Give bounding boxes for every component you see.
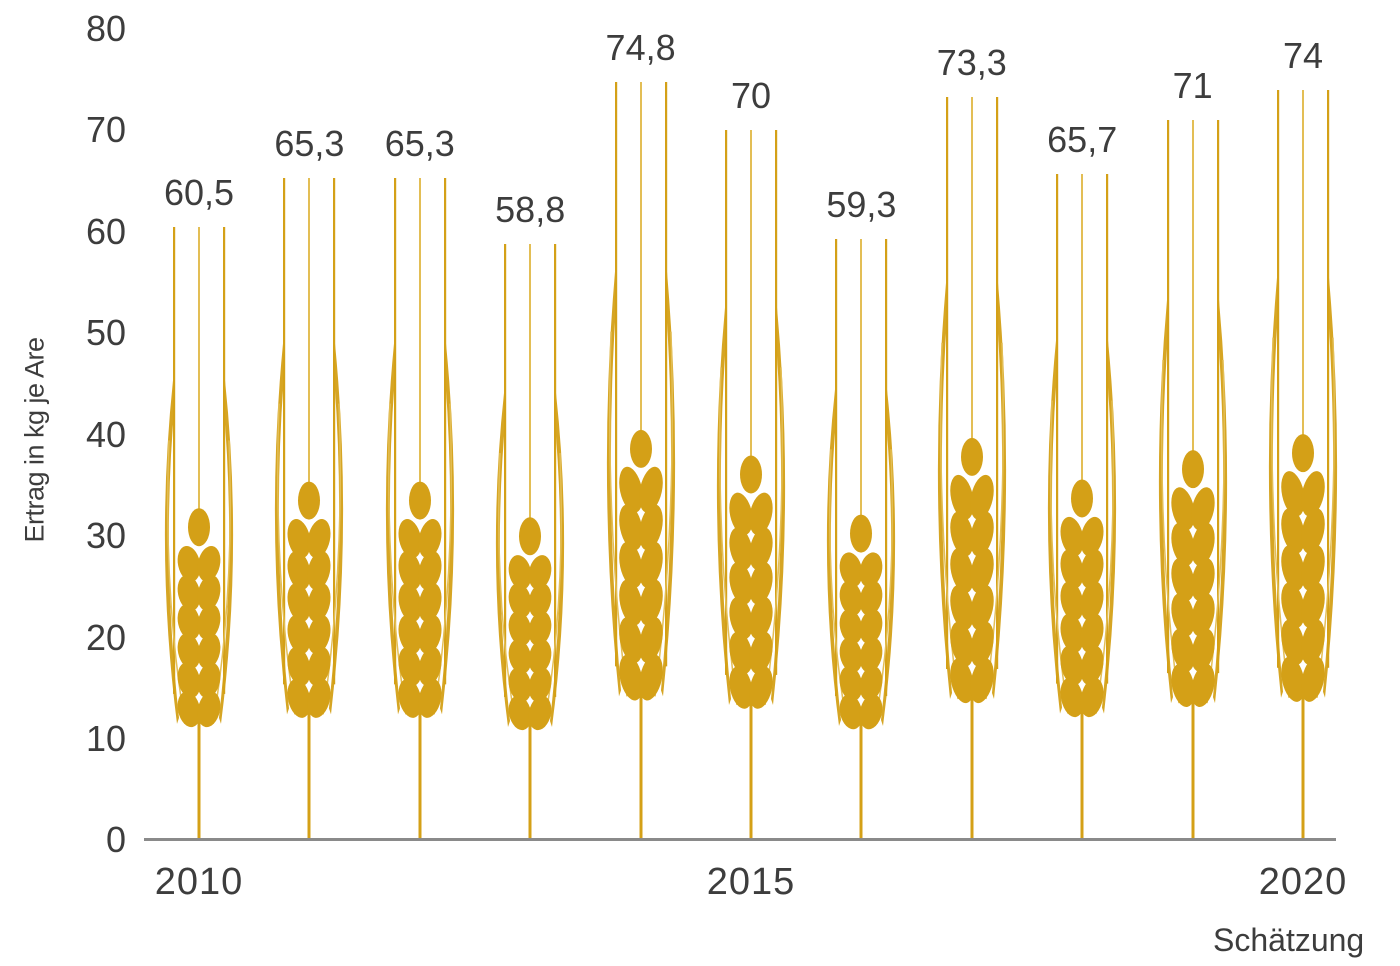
y-tick-20: 20 bbox=[85, 617, 126, 658]
wheat-bar-2017 bbox=[937, 96, 1006, 840]
wheat-bar-2015 bbox=[716, 130, 786, 840]
value-label-2011: 65,3 bbox=[274, 122, 345, 164]
value-label-2016: 59,3 bbox=[826, 183, 897, 225]
y-tick-0: 0 bbox=[105, 819, 126, 860]
estimate-note: Schätzung bbox=[1213, 922, 1365, 958]
y-tick-10: 10 bbox=[85, 718, 126, 759]
wheat-bar-2018 bbox=[1048, 173, 1117, 840]
wheat-bar-2011 bbox=[275, 177, 344, 840]
value-label-2018: 65,7 bbox=[1047, 118, 1118, 160]
value-label-2013: 58,8 bbox=[495, 188, 566, 230]
x-tick-2010: 2010 bbox=[154, 861, 244, 903]
y-tick-80: 80 bbox=[85, 8, 126, 49]
value-label-2017: 73,3 bbox=[936, 41, 1007, 83]
value-label-2019: 71 bbox=[1172, 65, 1213, 107]
y-tick-40: 40 bbox=[85, 414, 126, 455]
y-tick-60: 60 bbox=[85, 211, 126, 252]
wheat-bar-2014 bbox=[606, 81, 675, 840]
y-axis-label: Ertrag in kg je Are bbox=[19, 337, 50, 543]
value-label-2015: 70 bbox=[730, 75, 772, 117]
value-label-2014: 74,8 bbox=[605, 26, 676, 68]
wheat-bar-2012 bbox=[385, 177, 454, 840]
y-tick-50: 50 bbox=[85, 312, 126, 353]
wheat-bar-2013 bbox=[496, 243, 565, 840]
x-tick-2015: 2015 bbox=[706, 861, 796, 903]
wheat-bar-2019 bbox=[1158, 120, 1227, 840]
y-tick-30: 30 bbox=[85, 515, 126, 556]
wheat-bar-2010 bbox=[164, 226, 234, 840]
value-label-2020: 74 bbox=[1282, 34, 1324, 76]
wheat-bar-2016 bbox=[827, 238, 896, 840]
value-label-2012: 65,3 bbox=[384, 122, 455, 164]
x-tick-2020: 2020 bbox=[1258, 861, 1348, 903]
value-label-2010: 60,5 bbox=[163, 171, 235, 213]
wheat-bar-2020 bbox=[1268, 89, 1338, 840]
x-axis-line bbox=[144, 838, 1336, 841]
y-tick-70: 70 bbox=[85, 109, 126, 150]
